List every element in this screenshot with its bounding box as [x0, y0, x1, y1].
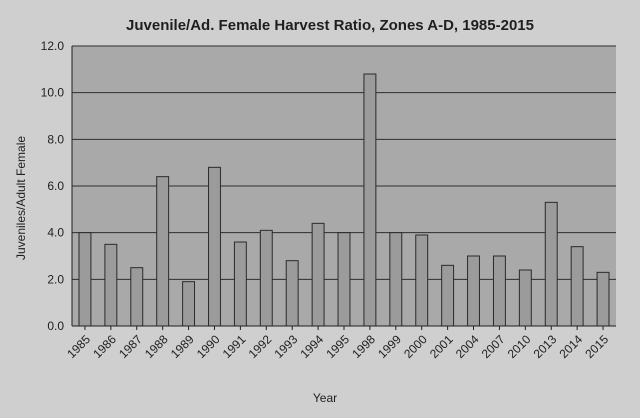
x-tick-label: 2014: [556, 332, 585, 361]
x-tick-label: 2010: [505, 332, 534, 361]
x-tick-label: 1991: [220, 332, 249, 361]
bar-1994: [311, 222, 325, 327]
y-tick-label: 0.0: [47, 319, 64, 333]
bar-1986: [104, 243, 118, 327]
bar-1987: [130, 267, 144, 327]
bar-1999: [389, 232, 403, 327]
bars: [78, 73, 610, 327]
bar-2014: [570, 246, 584, 327]
x-tick-label: 1998: [349, 332, 378, 361]
bar-2015: [596, 271, 610, 327]
x-tick-label: 1993: [272, 332, 301, 361]
x-tick-label: 1992: [246, 332, 275, 361]
y-tick-label: 8.0: [47, 132, 64, 146]
x-tick-label: 1985: [64, 332, 93, 361]
x-tick-label: 2015: [582, 332, 611, 361]
x-tick-label: 1994: [297, 332, 326, 361]
bar-1985: [78, 232, 92, 327]
bar-2000: [415, 234, 429, 327]
x-tick-label: 1989: [168, 332, 197, 361]
y-tick-label: 2.0: [47, 272, 64, 286]
bar-2010: [518, 269, 532, 327]
y-tick-label: 12.0: [41, 39, 65, 53]
bar-2007: [492, 255, 506, 327]
x-axis-label: Year: [313, 391, 337, 405]
bar-1992: [259, 229, 273, 327]
x-tick-label: 2007: [479, 332, 508, 361]
x-tick-label: 2004: [453, 332, 482, 361]
y-axis-label: Juveniles/Adult Female: [14, 136, 28, 260]
axes: [71, 46, 616, 330]
x-tick-label: 1988: [142, 332, 171, 361]
x-tick-label: 1986: [90, 332, 119, 361]
x-tick-label: 1999: [375, 332, 404, 361]
bar-1995: [337, 232, 351, 327]
y-tick-labels: 0.0 2.0 4.0 6.0 8.0 10.0 12.0: [41, 39, 65, 333]
y-tick-label: 4.0: [47, 226, 64, 240]
bar-1990: [208, 166, 221, 327]
x-tick-label: 2001: [427, 332, 456, 361]
x-tick-labels: 1985198619871988198919901991199219931994…: [64, 332, 611, 361]
bar-1993: [285, 260, 299, 327]
bar-2001: [441, 264, 455, 327]
bar-2004: [467, 255, 480, 327]
bar-1998: [363, 73, 377, 327]
x-tick-label: 1995: [323, 332, 352, 361]
bar-1988: [156, 176, 170, 327]
chart-title: Juvenile/Ad. Female Harvest Ratio, Zones…: [126, 17, 534, 34]
y-tick-label: 10.0: [41, 86, 65, 100]
bar-1991: [233, 241, 247, 327]
y-tick-label: 6.0: [47, 179, 64, 193]
bar-2013: [544, 201, 558, 327]
x-tick-label: 2000: [401, 332, 430, 361]
bar-1989: [182, 281, 196, 327]
x-tick-label: 1990: [194, 332, 223, 361]
x-tick-label: 1987: [116, 332, 145, 361]
x-tick-label: 2013: [531, 332, 560, 361]
